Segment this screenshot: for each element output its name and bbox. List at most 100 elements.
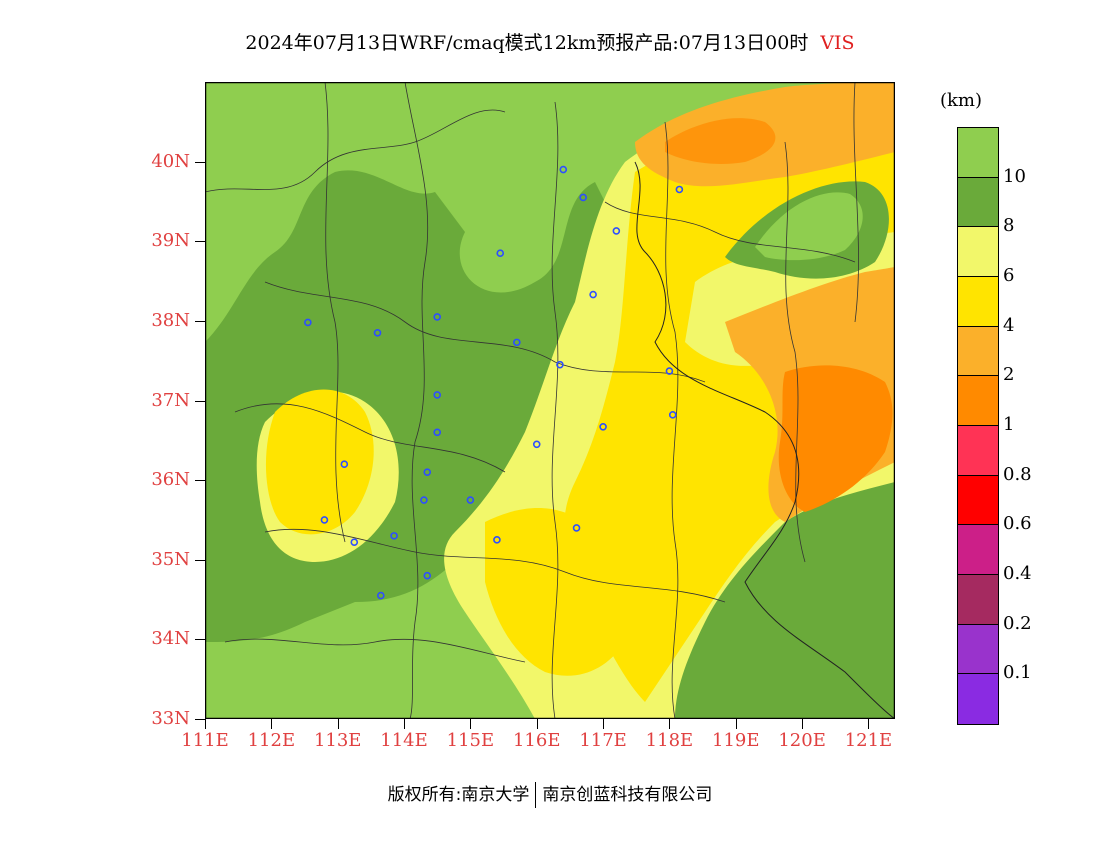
lon-label-114E: 114E — [380, 730, 428, 751]
station-marker — [589, 290, 597, 299]
station-marker — [466, 496, 475, 504]
copyright-org1: 南京大学 — [461, 785, 530, 805]
legend-color-box — [958, 326, 998, 377]
lon-tick — [669, 719, 671, 729]
station-marker — [532, 440, 541, 449]
copyright-prefix: 版权所有: — [387, 785, 462, 805]
legend-color-box — [958, 376, 998, 426]
legend-color-box — [958, 426, 998, 476]
legend-label: 1 — [1003, 414, 1015, 435]
field-yellow-west — [265, 389, 374, 535]
lat-tick — [195, 559, 205, 561]
map-border — [205, 82, 895, 719]
station-marker — [493, 536, 501, 544]
lon-tick — [603, 719, 605, 729]
legend-color-box — [958, 277, 998, 327]
lon-label-118E: 118E — [645, 730, 694, 751]
station-marker — [496, 249, 505, 257]
legend-label: 10 — [1003, 165, 1026, 187]
legend-color-box — [958, 128, 998, 178]
lat-tick — [195, 400, 205, 402]
lat-label-39N: 39N — [151, 230, 190, 252]
lon-tick — [868, 719, 870, 729]
lat-label-38N: 38N — [151, 309, 190, 331]
field-orange-ne — [665, 118, 776, 164]
station-marker — [668, 411, 677, 419]
lon-label-121E: 121E — [844, 730, 893, 751]
lat-tick — [195, 480, 205, 482]
station-marker — [373, 329, 382, 337]
map-title: 2024年07月13日WRF/cmaq模式12km预报产品:07月13日00时 V… — [0, 28, 1100, 55]
visibility-map — [205, 82, 895, 719]
lon-tick — [470, 719, 472, 729]
lat-tick — [195, 719, 205, 720]
lat-label-33N: 33N — [151, 708, 190, 729]
station-marker — [599, 422, 607, 431]
coastline — [634, 161, 895, 719]
lat-tick — [195, 320, 205, 322]
color-legend — [957, 127, 999, 725]
admin-boundaries — [205, 82, 859, 719]
field-orange-east — [778, 365, 893, 512]
title-variable: VIS — [820, 32, 855, 54]
station-marker — [612, 227, 621, 235]
lat-label-40N: 40N — [151, 150, 190, 172]
lat-label-34N: 34N — [151, 628, 190, 650]
legend-color-box — [958, 575, 998, 625]
station-marker — [320, 516, 329, 524]
legend-color-box — [958, 227, 998, 277]
copyright-org2: 南京创蓝科技有限公司 — [542, 785, 713, 805]
lon-tick — [337, 719, 339, 729]
station-marker — [350, 538, 359, 547]
legend-color-box — [958, 525, 998, 575]
lon-label-119E: 119E — [712, 730, 760, 751]
station-marker — [423, 468, 432, 476]
station-marker — [665, 367, 674, 375]
lon-label-120E: 120E — [778, 730, 826, 751]
legend-label: 4 — [1003, 314, 1015, 336]
station-marker — [433, 313, 442, 321]
lat-label-35N: 35N — [151, 548, 190, 570]
lon-tick — [536, 719, 538, 729]
station-marker — [675, 185, 684, 194]
station-marker — [390, 532, 398, 540]
legend-color-box — [958, 624, 998, 675]
station-marker — [433, 391, 442, 399]
lat-tick — [195, 161, 205, 163]
lat-label-36N: 36N — [151, 469, 190, 491]
lat-label-37N: 37N — [151, 389, 190, 411]
lon-label-117E: 117E — [579, 730, 627, 751]
station-marker — [556, 360, 564, 369]
lon-label-112E: 112E — [247, 730, 296, 751]
lon-label-115E: 115E — [446, 730, 495, 751]
field-dark-green-se — [665, 462, 895, 719]
station-marker — [420, 496, 428, 504]
legend-label: 8 — [1003, 215, 1015, 237]
field-green-east — [755, 192, 863, 261]
lon-tick — [735, 719, 737, 729]
station-marker — [513, 338, 521, 347]
station-marker — [559, 165, 568, 174]
legend-unit: (km) — [940, 90, 983, 111]
lon-tick — [271, 719, 273, 729]
title-text: 2024年07月13日WRF/cmaq模式12km预报产品:07月13日00时 — [245, 32, 809, 54]
legend-label: 6 — [1003, 265, 1015, 286]
lon-tick — [205, 719, 206, 729]
legend-label: 0.8 — [1003, 463, 1032, 485]
lon-tick — [404, 719, 406, 729]
station-marker — [572, 524, 581, 532]
copyright-separator — [535, 782, 537, 808]
lat-tick — [195, 639, 205, 641]
station-marker — [377, 591, 385, 600]
legend-color-box — [958, 475, 998, 526]
legend-label: 2 — [1003, 364, 1015, 386]
legend-label: 0.2 — [1003, 612, 1032, 634]
lat-tick — [195, 241, 205, 243]
legend-label: 0.1 — [1003, 662, 1032, 684]
station-marker — [579, 193, 587, 202]
station-markers — [304, 165, 684, 600]
lon-label-113E: 113E — [313, 730, 362, 751]
station-marker — [433, 428, 442, 437]
legend-color-box — [958, 177, 998, 228]
legend-label: 0.6 — [1003, 513, 1032, 535]
